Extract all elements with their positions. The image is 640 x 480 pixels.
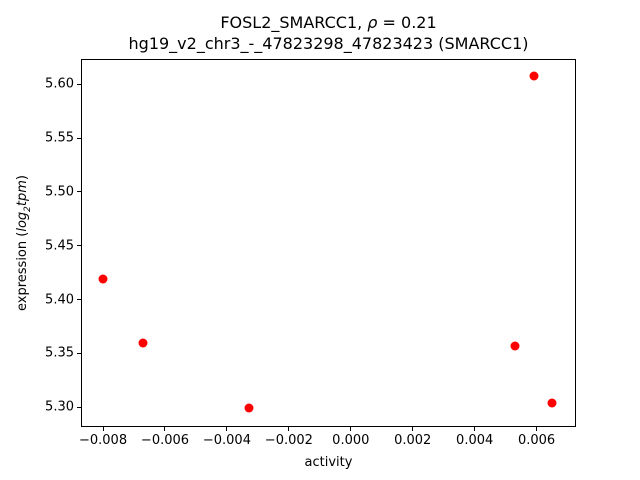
y-tick-label: 5.30 [45, 399, 74, 415]
x-tick-mark [350, 426, 352, 431]
y-tick-mark [77, 352, 82, 354]
x-tick-label: 0.000 [332, 433, 370, 448]
x-tick-mark [164, 426, 166, 431]
y-tick-mark [77, 137, 82, 139]
chart-title-line2: hg19_v2_chr3_-_47823298_47823423 (SMARCC… [128, 34, 529, 53]
ylabel-prefix: expression ( [15, 231, 31, 311]
y-tick-mark [77, 191, 82, 193]
ylabel-tpm: tpm [15, 180, 31, 207]
x-tick-mark [226, 426, 228, 431]
y-tick-label: 5.35 [45, 345, 74, 361]
x-tick-mark [288, 426, 290, 431]
x-tick-label: 0.006 [517, 433, 556, 448]
x-tick-label: −0.004 [202, 433, 251, 448]
x-tick-label: −0.002 [264, 433, 313, 448]
ylabel-suffix: ) [15, 175, 31, 181]
y-tick-label: 5.45 [45, 238, 74, 254]
x-tick-label: −0.006 [140, 433, 190, 448]
x-tick-mark [102, 426, 104, 431]
y-tick-label: 5.55 [45, 130, 74, 146]
data-point [510, 341, 520, 351]
y-tick-mark [77, 406, 82, 408]
x-tick-mark [536, 426, 538, 431]
plot-area: −0.008 −0.006 −0.004 −0.002 0.000 0.002 0.004 0… [45, 59, 576, 448]
y-tick-label: 5.50 [45, 184, 74, 200]
title-rho-value: = 0.21 [377, 13, 437, 32]
x-tick-label: −0.008 [78, 433, 128, 448]
y-tick-mark [77, 245, 82, 247]
y-tick-mark [77, 83, 82, 85]
y-tick-mark [77, 299, 82, 301]
x-tick-mark [474, 426, 476, 431]
ylabel-subscript: 2 [22, 206, 33, 212]
data-point [547, 398, 557, 408]
title-rho-symbol: ρ [367, 13, 378, 32]
ylabel-log: log [15, 211, 31, 232]
data-point [138, 338, 148, 348]
y-tick-label: 5.60 [45, 76, 74, 92]
x-axis-label: activity [304, 455, 353, 470]
data-point [244, 403, 254, 413]
data-point [529, 71, 538, 80]
x-tick-label: 0.004 [456, 433, 494, 448]
title-gene-pair: FOSL2_SMARCC1, [220, 13, 368, 32]
chart-title: FOSL2_SMARCC1, ρ = 0.21 hg19_v2_chr3_-_4… [81, 12, 576, 54]
x-tick-mark [412, 426, 414, 431]
y-axis-label: expression (log2tpm) [15, 175, 33, 311]
data-point [98, 274, 108, 284]
x-tick-label: 0.002 [394, 433, 432, 448]
chart-title-line1: FOSL2_SMARCC1, ρ = 0.21 [81, 12, 576, 33]
y-tick-label: 5.40 [45, 292, 74, 308]
